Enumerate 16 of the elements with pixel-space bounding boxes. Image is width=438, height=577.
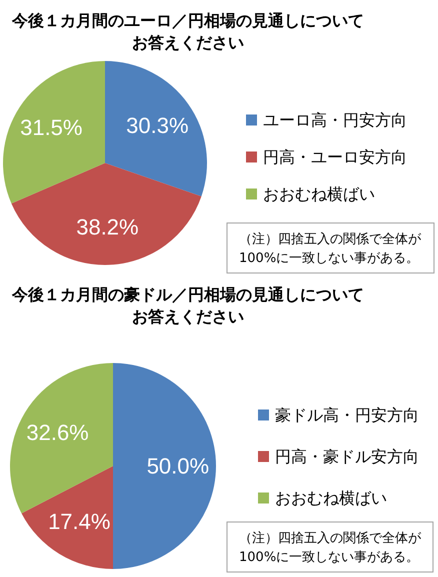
legend-label: ユーロ高・円安方向 (263, 110, 407, 130)
text: （注）四捨五入の関係で全体が100%に一致しない事がある。 (239, 232, 422, 266)
data-label: 30.3% (126, 113, 189, 138)
legend-label: 円高・ユーロ安方向 (263, 148, 407, 166)
chart-title: 今後１カ月間の豪ドル／円相場の見通しについてお答えください (11, 285, 364, 326)
legend-label: おおむね横ばい (275, 488, 387, 508)
data-label: 31.5% (20, 115, 82, 140)
data-label: 38.2% (76, 214, 139, 240)
legend-label: 円高・豪ドル安方向 (275, 447, 419, 466)
text: （注）四捨五入の関係で全体が100%に一致しない事がある。 (239, 531, 422, 565)
legend-label: おおむね横ばい (263, 184, 375, 204)
legend-label: 豪ドル高・円安方向 (275, 406, 419, 424)
data-label: 50.0% (146, 454, 210, 478)
data-label: 32.6% (26, 420, 89, 445)
data-label: 17.4% (48, 508, 110, 534)
chart-title: 今後１カ月間のユーロ／円相場の見通しについてお答えください (11, 11, 364, 52)
